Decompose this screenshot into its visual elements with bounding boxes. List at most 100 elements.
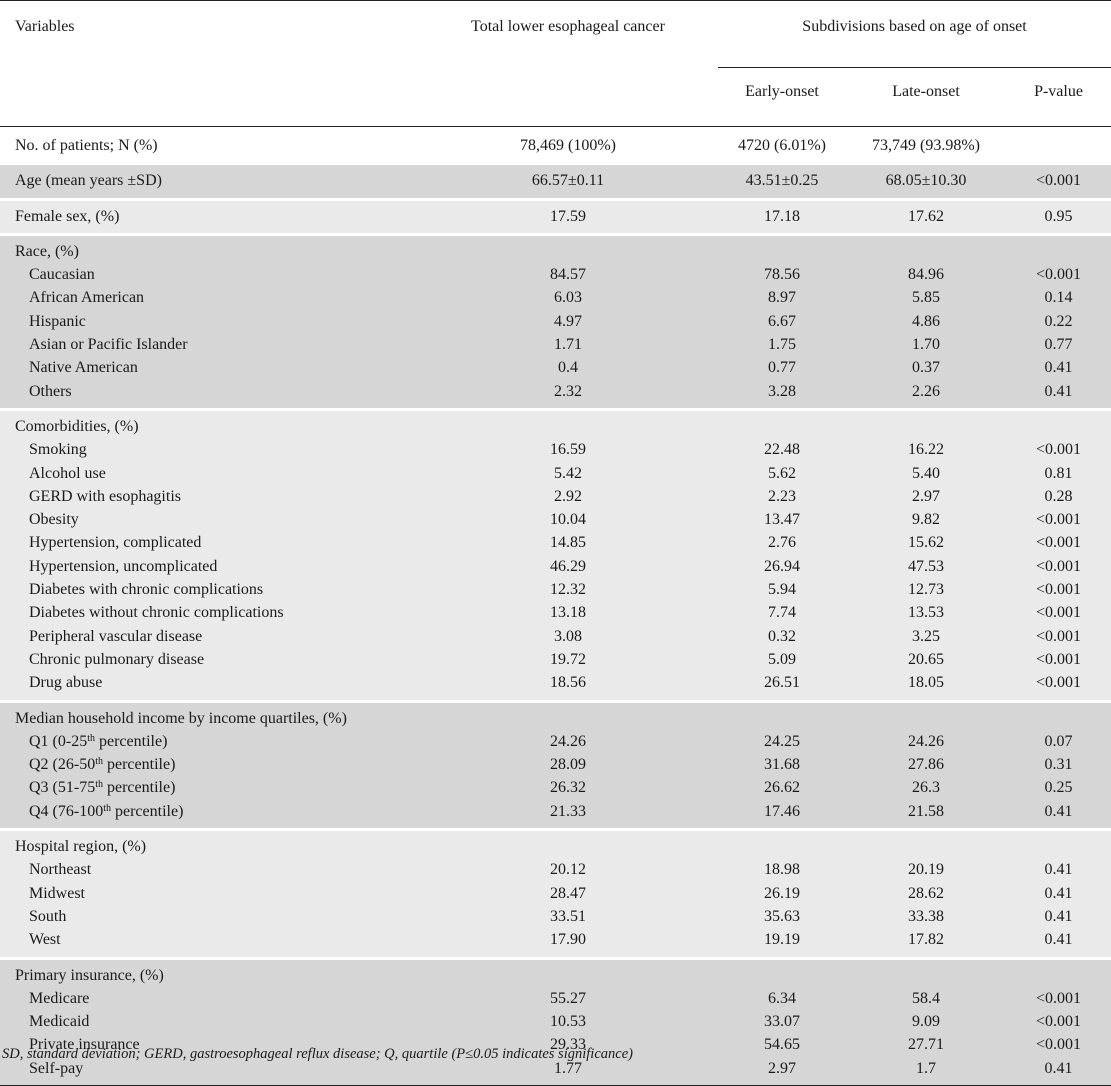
cell-total: 19.72 — [418, 647, 718, 672]
cell-p-value: 0.41 — [1006, 799, 1111, 830]
cell-p-value: <0.001 — [1006, 1010, 1111, 1034]
cell-p-value: <0.001 — [1006, 647, 1111, 672]
table-row: Asian or Pacific Islander 1.71 1.75 1.70 0.7… — [0, 333, 1111, 357]
cell-p-value: <0.001 — [1006, 438, 1111, 462]
cell-total: 5.42 — [418, 461, 718, 485]
header-total: Total lower esophageal cancer — [418, 0, 718, 127]
cell-late-onset: 4.86 — [846, 309, 1006, 334]
row-label: Chronic pulmonary disease — [0, 647, 418, 672]
cell-early-onset: 18.98 — [718, 858, 846, 882]
header-late-onset: Late-onset — [846, 67, 1006, 127]
cell-early-onset: 1.75 — [718, 333, 846, 357]
cell-total: 10.04 — [418, 508, 718, 532]
cell-p-value: 0.41 — [1006, 904, 1111, 929]
table-row: Female sex, (%) 17.59 17.18 17.62 0.95 — [0, 199, 1111, 235]
row-label: Diabetes without chronic complications — [0, 601, 418, 625]
row-label: Hypertension, uncomplicated — [0, 554, 418, 579]
row-label: Hospital region, (%) — [0, 829, 418, 859]
cell-early-onset: 5.09 — [718, 647, 846, 672]
cell-total: 24.26 — [418, 729, 718, 754]
table-row: Primary insurance, (%) — [0, 958, 1111, 987]
table-row: Northeast 20.12 18.98 20.19 0.41 — [0, 858, 1111, 882]
row-label: West — [0, 928, 418, 958]
table-row: African American 6.03 8.97 5.85 0.14 — [0, 286, 1111, 310]
table-row: Diabetes without chronic complications 13… — [0, 601, 1111, 625]
cell-late-onset: 27.86 — [846, 753, 1006, 777]
row-label: Peripheral vascular disease — [0, 624, 418, 648]
cell-p-value — [1006, 958, 1111, 987]
cell-total: 66.57±0.11 — [418, 163, 718, 200]
cell-early-onset — [718, 958, 846, 987]
table-row: Native American 0.4 0.77 0.37 0.41 — [0, 356, 1111, 380]
cell-p-value — [1006, 128, 1111, 164]
cell-late-onset: 33.38 — [846, 904, 1006, 929]
cell-early-onset: 6.34 — [718, 986, 846, 1011]
row-label: GERD with esophagitis — [0, 484, 418, 509]
table-footnote: SD, standard deviation; GERD, gastroesop… — [2, 1046, 633, 1062]
row-group: Median household income by income quarti… — [0, 701, 1111, 830]
table-row: Diabetes with chronic complications 12.32… — [0, 578, 1111, 602]
cell-total: 46.29 — [418, 554, 718, 579]
cell-late-onset: 5.85 — [846, 286, 1006, 310]
cell-total: 17.59 — [418, 199, 718, 235]
cell-p-value: 0.07 — [1006, 729, 1111, 754]
cell-p-value: 0.41 — [1006, 356, 1111, 380]
table-row: Race, (%) — [0, 234, 1111, 264]
cell-early-onset: 78.56 — [718, 263, 846, 287]
cell-p-value: 0.14 — [1006, 286, 1111, 310]
cell-total: 18.56 — [418, 671, 718, 702]
row-group: Female sex, (%) 17.59 17.18 17.62 0.95 — [0, 199, 1111, 235]
cell-p-value: 0.41 — [1006, 1056, 1111, 1086]
row-label: Smoking — [0, 438, 418, 462]
row-group: Primary insurance, (%) Medicare 55.27 6.34 5… — [0, 958, 1111, 1086]
row-label: Medicare — [0, 986, 418, 1011]
table-row: Private insurance 29.33 54.65 27.71 <0.001 — [0, 1033, 1111, 1057]
row-label: Comorbidities, (%) — [0, 409, 418, 439]
row-label: Medicaid — [0, 1010, 418, 1034]
cell-early-onset: 31.68 — [718, 753, 846, 777]
cell-late-onset: 16.22 — [846, 438, 1006, 462]
table-row: Peripheral vascular disease 3.08 0.32 3.25 <… — [0, 624, 1111, 648]
cell-p-value: 0.31 — [1006, 753, 1111, 777]
cell-p-value: <0.001 — [1006, 1033, 1111, 1057]
cell-p-value: <0.001 — [1006, 601, 1111, 625]
cell-p-value: <0.001 — [1006, 163, 1111, 200]
table-body: No. of patients; N (%) 78,469 (100%) 4720 … — [0, 127, 1111, 1086]
cell-total: 78,469 (100%) — [418, 128, 718, 164]
cell-p-value: <0.001 — [1006, 986, 1111, 1011]
cell-p-value: <0.001 — [1006, 531, 1111, 555]
cell-late-onset: 12.73 — [846, 578, 1006, 602]
cell-late-onset: 18.05 — [846, 671, 1006, 702]
table-row: Q1 (0-25th percentile) 24.26 24.25 24.26 0.0… — [0, 729, 1111, 754]
row-label: Northeast — [0, 858, 418, 882]
row-group: No. of patients; N (%) 78,469 (100%) 4720 … — [0, 128, 1111, 164]
cell-total — [418, 701, 718, 730]
cell-p-value — [1006, 409, 1111, 439]
table-row: Hypertension, complicated 14.85 2.76 15.62 <… — [0, 531, 1111, 555]
cell-early-onset: 4720 (6.01%) — [718, 128, 846, 164]
cell-early-onset: 3.28 — [718, 379, 846, 410]
row-label: Hypertension, complicated — [0, 531, 418, 555]
row-label: Hispanic — [0, 309, 418, 334]
cell-late-onset — [846, 409, 1006, 439]
table-row: Hypertension, uncomplicated 46.29 26.94 47.… — [0, 554, 1111, 579]
table-row: Hospital region, (%) — [0, 829, 1111, 859]
cell-early-onset: 26.51 — [718, 671, 846, 702]
cell-total — [418, 958, 718, 987]
cell-early-onset: 22.48 — [718, 438, 846, 462]
row-label: Obesity — [0, 508, 418, 532]
cell-early-onset — [718, 701, 846, 730]
table-row: Comorbidities, (%) — [0, 409, 1111, 439]
header-early-onset: Early-onset — [718, 67, 846, 127]
cell-early-onset: 2.97 — [718, 1056, 846, 1086]
cell-p-value: 0.81 — [1006, 461, 1111, 485]
demographics-table: Variables Total lower esophageal cancer … — [0, 0, 1111, 127]
cell-early-onset: 0.77 — [718, 356, 846, 380]
cell-total: 20.12 — [418, 858, 718, 882]
cell-total: 13.18 — [418, 601, 718, 625]
cell-total: 55.27 — [418, 986, 718, 1011]
cell-late-onset — [846, 701, 1006, 730]
row-label: No. of patients; N (%) — [0, 128, 418, 164]
row-label: Diabetes with chronic complications — [0, 578, 418, 602]
